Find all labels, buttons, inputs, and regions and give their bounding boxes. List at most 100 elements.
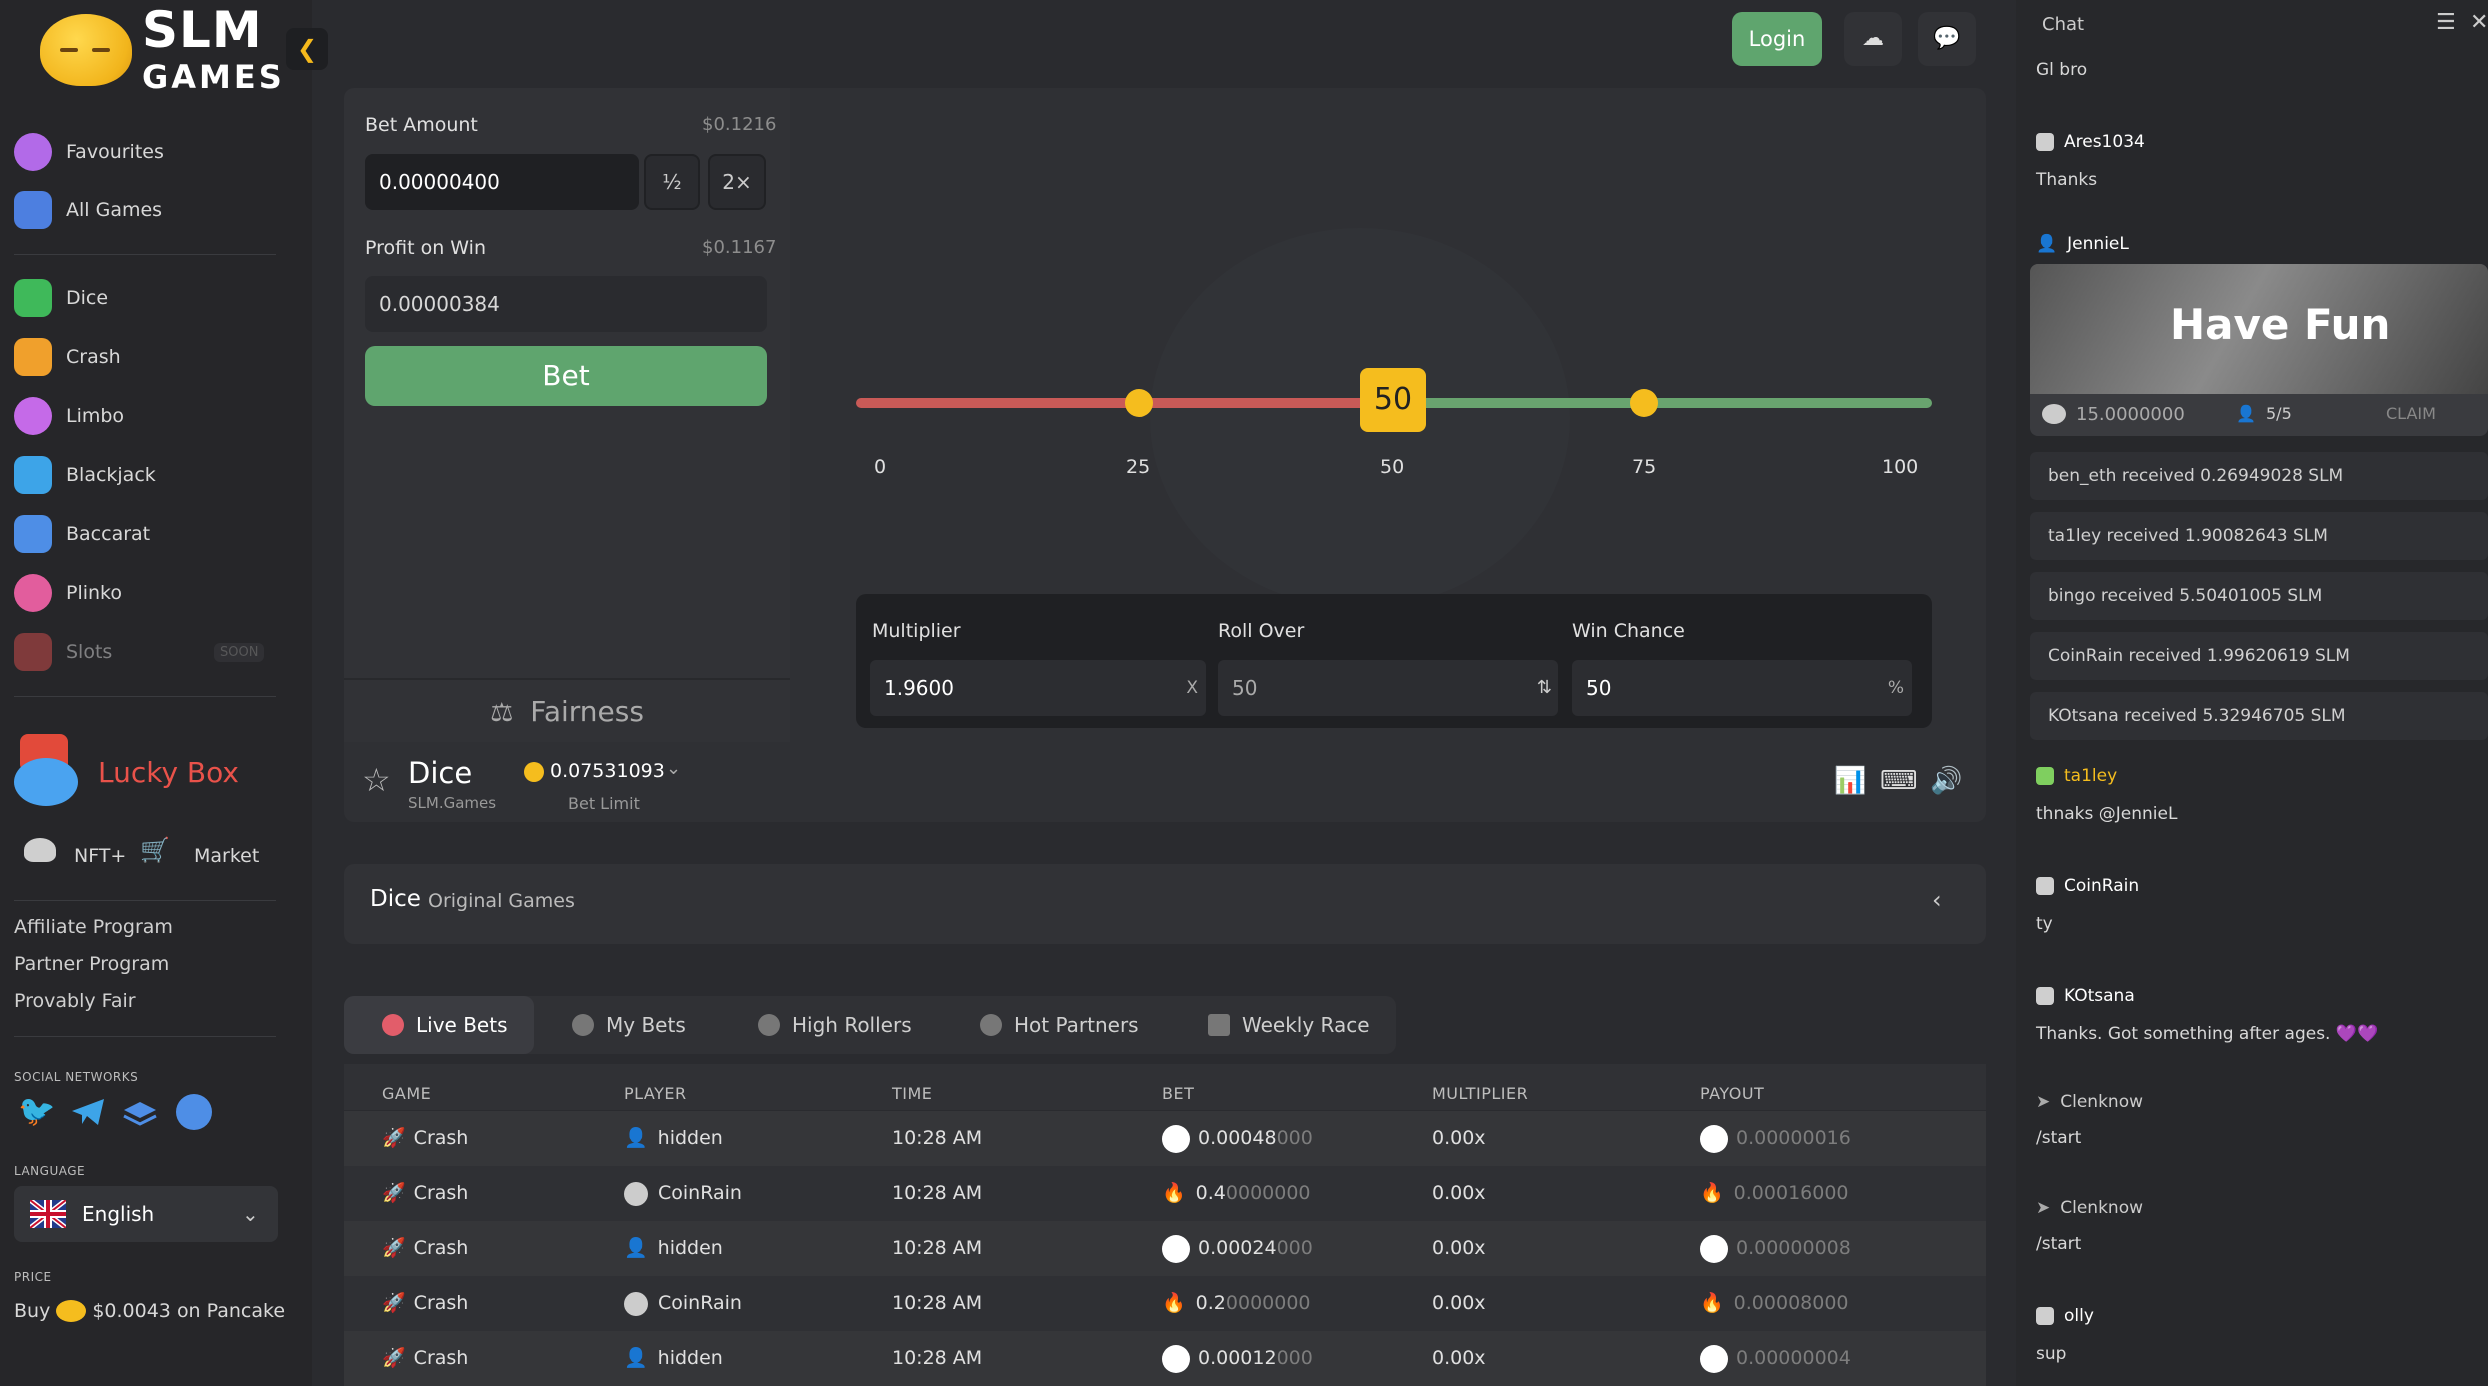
sidebar-item-label: Favourites <box>66 141 164 163</box>
payout-cell: 0.00000016 <box>1736 1127 1851 1149</box>
github-icon[interactable] <box>176 1094 212 1130</box>
sidebar-item-favourites[interactable]: Favourites <box>14 132 164 172</box>
tab-weekly-race[interactable]: Weekly Race <box>1208 996 1370 1054</box>
chat-username[interactable]: KOtsana <box>2036 986 2135 1006</box>
winchance-input[interactable]: 50 % <box>1572 660 1912 716</box>
tab-my-bets[interactable]: My Bets <box>572 996 686 1054</box>
half-bet-button[interactable]: ½ <box>644 154 700 210</box>
slots-icon <box>14 633 52 671</box>
table-row[interactable]: 🚀 Crash 👤 hidden 10:28 AM 0.00048 000 0.00x… <box>344 1111 1986 1166</box>
sidebar-item-plinko[interactable]: Plinko <box>14 573 122 613</box>
winchance-label: Win Chance <box>1572 620 1685 642</box>
tick-label: 25 <box>1126 456 1151 478</box>
chevron-down-icon: ⌄ <box>242 1202 259 1226</box>
slider-left-knob[interactable] <box>1125 389 1153 417</box>
sidebar-item-crash[interactable]: Crash <box>14 337 121 377</box>
profit-input[interactable]: 0.00000384 <box>365 276 767 332</box>
table-row[interactable]: 🚀 Crash 👤 hidden 10:28 AM 0.00012 000 0.00x… <box>344 1331 1986 1386</box>
twitter-icon[interactable]: 🐦 <box>18 1094 56 1129</box>
live-icon <box>382 1014 404 1036</box>
fairness-button[interactable]: ⚖ Fairness <box>344 678 790 742</box>
baccarat-icon <box>14 515 52 553</box>
bet-amount-input[interactable]: 0.00000400 <box>365 154 639 210</box>
affiliate-program-link[interactable]: Affiliate Program <box>14 916 173 938</box>
provably-fair-link[interactable]: Provably Fair <box>14 990 136 1012</box>
lucky-box-link[interactable]: Lucky Box <box>98 756 239 789</box>
fire-icon <box>980 1014 1002 1036</box>
slider-value-box[interactable]: 50 <box>1360 368 1426 432</box>
tab-high-rollers[interactable]: High Rollers <box>758 996 912 1054</box>
winchance-suffix: % <box>1887 678 1904 698</box>
collapse-sidebar-button[interactable]: ❮ <box>286 28 328 70</box>
sidebar-item-baccarat[interactable]: Baccarat <box>14 514 150 554</box>
divider <box>14 696 276 697</box>
rollover-input[interactable]: 50 ⇅ <box>1218 660 1558 716</box>
chat-username[interactable]: 👤 JennieL <box>2036 234 2129 254</box>
bet-button[interactable]: Bet <box>365 346 767 406</box>
sidebar: SLM GAMES ❮ Favourites All Games Dice Cr… <box>0 0 328 1386</box>
partner-program-link[interactable]: Partner Program <box>14 953 170 975</box>
chat-toggle-icon[interactable]: 💬 <box>1918 12 1976 66</box>
tab-hot-partners[interactable]: Hot Partners <box>980 996 1139 1054</box>
sidebar-item-all-games[interactable]: All Games <box>14 190 162 230</box>
table-row[interactable]: 🚀 Crash CoinRain 10:28 AM 🔥 0.2 0000000 0.0… <box>344 1276 1986 1331</box>
sound-icon[interactable]: 🔊 <box>1930 766 1963 796</box>
stats-icon[interactable]: 📊 <box>1834 766 1867 796</box>
swap-icon[interactable]: ⇅ <box>1536 677 1552 698</box>
payout-cell: 0.00016000 <box>1733 1182 1849 1204</box>
game-description-bar[interactable]: Dice Original Games ‹ <box>344 864 1986 944</box>
received-item: CoinRain received 1.99620619 SLM <box>2030 632 2488 680</box>
chat-username[interactable]: ➤ Clenknow <box>2036 1092 2143 1112</box>
table-row[interactable]: 🚀 Crash CoinRain 10:28 AM 🔥 0.4 0000000 0.0… <box>344 1166 1986 1221</box>
tab-live-bets[interactable]: Live Bets <box>344 996 534 1054</box>
telegram-icon[interactable] <box>70 1096 106 1128</box>
claim-button[interactable]: CLAIM <box>2386 404 2436 423</box>
chat-username[interactable]: CoinRain <box>2036 876 2139 896</box>
username: KOtsana <box>2064 986 2135 1006</box>
login-button[interactable]: Login <box>1732 12 1822 66</box>
menu-icon[interactable]: ☰ <box>2436 10 2456 35</box>
table-row[interactable]: 🚀 Crash 👤 hidden 10:28 AM 0.00024 000 0.00x… <box>344 1221 1986 1276</box>
price-row[interactable]: Buy $0.0043 on Pancake <box>14 1300 285 1322</box>
gitbook-icon[interactable] <box>122 1096 158 1128</box>
tab-label: Hot Partners <box>1014 1013 1139 1037</box>
chat-message: Thanks. Got something after ages. 💜💜 <box>2036 1024 2379 1044</box>
close-icon[interactable]: ✕ <box>2470 10 2488 35</box>
chat-username[interactable]: Ares1034 <box>2036 132 2145 152</box>
double-bet-button[interactable]: 2× <box>708 154 766 210</box>
multiplier-cell: 0.00x <box>1432 1237 1486 1259</box>
chat-username[interactable]: olly <box>2036 1306 2094 1326</box>
nft-link[interactable]: NFT+ <box>74 845 127 867</box>
rain-card[interactable]: Have Fun 15.0000000 👤 5/5 CLAIM <box>2030 264 2488 436</box>
eth-coin-icon <box>1162 1124 1190 1153</box>
multiplier-input[interactable]: 1.9600 X <box>870 660 1206 716</box>
language-select[interactable]: English ⌄ <box>14 1186 278 1242</box>
time-cell: 10:28 AM <box>892 1347 983 1369</box>
sidebar-item-limbo[interactable]: Limbo <box>14 396 124 436</box>
multiplier-label: Multiplier <box>872 620 961 642</box>
hidden-user-icon: 👤 <box>624 1237 648 1259</box>
eth-coin-icon <box>1162 1234 1190 1263</box>
multiplier-cell: 0.00x <box>1432 1182 1486 1204</box>
keyboard-icon[interactable]: ⌨ <box>1880 766 1918 796</box>
chevron-left-icon[interactable]: ‹ <box>1932 886 1942 914</box>
chat-username[interactable]: ta1ley <box>2036 766 2117 786</box>
sidebar-item-blackjack[interactable]: Blackjack <box>14 455 156 495</box>
eth-coin-icon <box>1162 1344 1190 1373</box>
chevron-down-icon[interactable]: ⌄ <box>666 758 682 779</box>
calculator-panel: Multiplier Roll Over Win Chance 1.9600 X… <box>856 594 1932 728</box>
slm-coin-icon <box>56 1300 87 1322</box>
game-title: Dice <box>408 756 473 790</box>
language-value: English <box>82 1202 155 1226</box>
sidebar-item-dice[interactable]: Dice <box>14 278 108 318</box>
column-header: PAYOUT <box>1700 1084 1765 1103</box>
slider-right-knob[interactable] <box>1630 389 1658 417</box>
sidebar-item-slots: Slots SOON <box>14 632 265 672</box>
star-icon[interactable]: ☆ <box>362 761 391 799</box>
game-cell: Crash <box>413 1182 469 1204</box>
market-link[interactable]: Market <box>194 845 260 867</box>
chat-username[interactable]: ➤ Clenknow <box>2036 1198 2143 1218</box>
user-badge-icon <box>2036 1307 2054 1325</box>
telegram-icon: ➤ <box>2036 1198 2051 1218</box>
rain-icon[interactable]: ☁ <box>1844 12 1902 66</box>
